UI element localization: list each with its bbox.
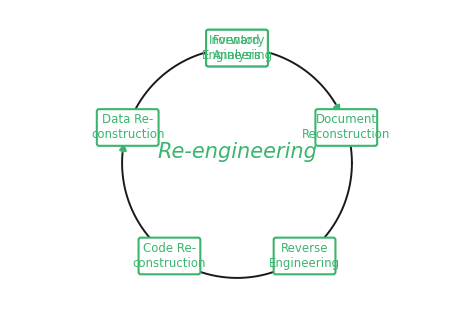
Text: Reverse
Engineering: Reverse Engineering (269, 242, 340, 270)
Text: Code Re-
construction: Code Re- construction (133, 242, 206, 270)
Text: Inventory
Analysis: Inventory Analysis (209, 34, 265, 62)
FancyBboxPatch shape (206, 30, 268, 67)
FancyBboxPatch shape (138, 238, 201, 274)
FancyBboxPatch shape (315, 109, 377, 146)
FancyBboxPatch shape (273, 238, 336, 274)
Text: Forward
Engineering: Forward Engineering (201, 34, 273, 62)
FancyBboxPatch shape (97, 109, 159, 146)
Text: Data Re-
construction: Data Re- construction (91, 113, 164, 141)
FancyBboxPatch shape (206, 30, 268, 67)
Text: Document
Reconstruction: Document Reconstruction (302, 113, 391, 141)
Text: Re-engineering: Re-engineering (157, 142, 317, 162)
